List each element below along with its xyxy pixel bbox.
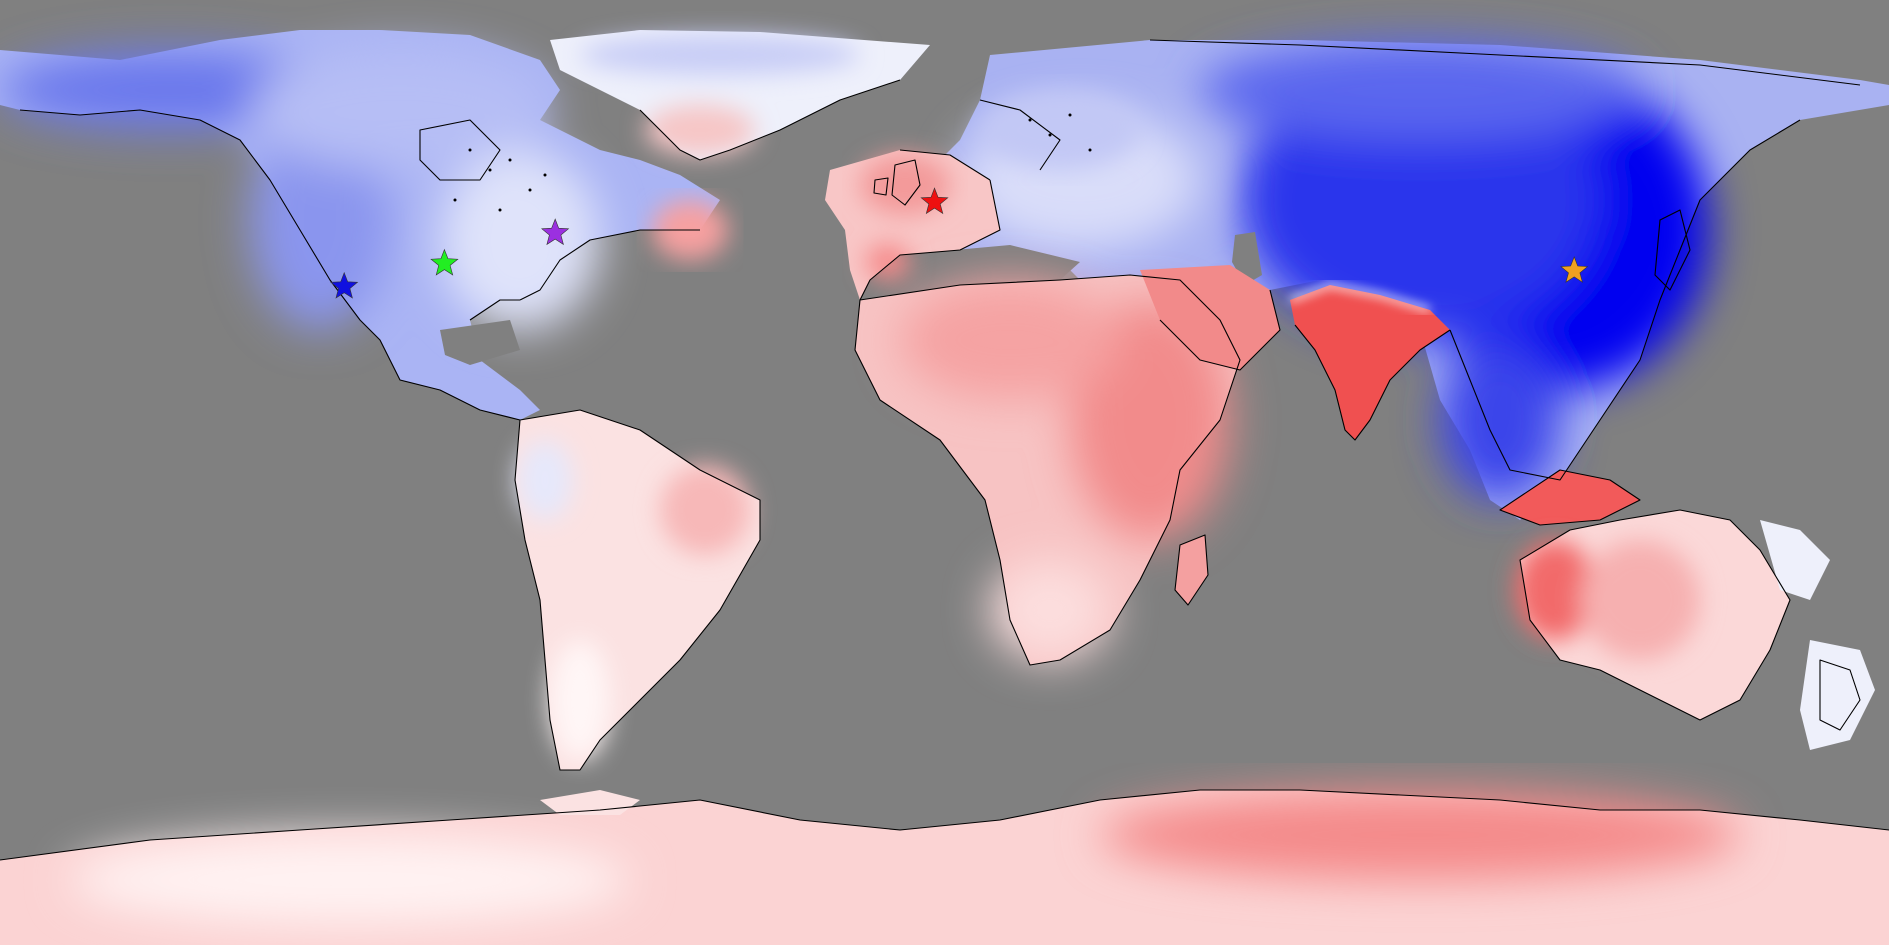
coast-greenland bbox=[639, 79, 901, 161]
lake-dot bbox=[508, 158, 512, 162]
sa-south-pale bbox=[550, 640, 610, 760]
na-canada-mid bbox=[250, 50, 550, 170]
coast-japan bbox=[1654, 209, 1691, 291]
sa-east-warm bbox=[660, 465, 750, 555]
antarctica-region bbox=[0, 790, 1889, 945]
coast-hudson-bay bbox=[419, 119, 501, 181]
india-fill bbox=[1290, 285, 1450, 440]
na-east-light bbox=[440, 150, 600, 330]
north-america-region bbox=[0, 30, 930, 420]
australia-west-warm bbox=[1515, 540, 1595, 640]
coastlines bbox=[0, 39, 1889, 861]
iberia-warm-spot bbox=[866, 244, 910, 280]
new-zealand-fill bbox=[1800, 640, 1875, 750]
mediterranean-sea bbox=[900, 245, 1080, 280]
coast-british-isles bbox=[873, 159, 921, 206]
orange-star-marker bbox=[1560, 256, 1589, 283]
madagascar-fill bbox=[1175, 535, 1208, 605]
lake-dot bbox=[1088, 148, 1092, 152]
coast-north-america bbox=[19, 109, 700, 421]
lake-dot bbox=[453, 198, 457, 202]
eurasia-region bbox=[880, 40, 1889, 520]
coast-australia bbox=[1519, 509, 1791, 721]
sahara-warm bbox=[900, 280, 1120, 400]
antarctica-west-pale bbox=[70, 835, 630, 925]
coast-india bbox=[1294, 324, 1451, 441]
lake-dot bbox=[543, 173, 547, 177]
coast-south-america bbox=[514, 409, 761, 771]
south-america-region bbox=[515, 410, 760, 770]
coast-new-zealand bbox=[1819, 659, 1861, 731]
coast-madagascar bbox=[1174, 534, 1209, 606]
australia-mid-warm bbox=[1580, 540, 1700, 660]
coast-siberia bbox=[1149, 39, 1861, 86]
lake-dot bbox=[528, 188, 532, 192]
africa-region bbox=[855, 265, 1450, 665]
coast-europe bbox=[859, 99, 1061, 301]
greenland-north-cool bbox=[580, 35, 860, 75]
markers-layer bbox=[330, 187, 1589, 299]
lake-dot bbox=[488, 168, 492, 172]
coast-africa bbox=[854, 274, 1241, 666]
coast-antarctica bbox=[0, 789, 1889, 861]
sa-north-cool-patch bbox=[517, 440, 573, 520]
antarctica-warm-core bbox=[1100, 790, 1740, 880]
lake-dot bbox=[1068, 113, 1072, 117]
lake-speckles bbox=[453, 113, 1092, 212]
blue-star-marker bbox=[330, 271, 359, 299]
siberia-cool bbox=[1200, 40, 1640, 140]
purple-star-marker bbox=[541, 218, 570, 246]
coast-indonesia bbox=[1499, 469, 1641, 526]
lake-dot bbox=[1048, 133, 1052, 137]
coast-east-asia bbox=[1449, 119, 1801, 481]
scandinavia-pale bbox=[980, 90, 1140, 170]
lake-dot bbox=[498, 208, 502, 212]
arabia-fill bbox=[1140, 265, 1280, 370]
gulf-of-mexico bbox=[440, 320, 520, 365]
western-europe-warm bbox=[825, 150, 1000, 300]
green-star-marker bbox=[430, 248, 459, 276]
coast-arabia bbox=[1159, 289, 1281, 371]
africa-south-pale bbox=[990, 560, 1110, 660]
greenland-south-warm bbox=[645, 105, 755, 155]
lake-dot bbox=[1028, 118, 1032, 122]
indonesia-warm-fill bbox=[1500, 470, 1640, 525]
red-star-marker bbox=[920, 187, 949, 215]
india-boundary-glow bbox=[1288, 281, 1431, 313]
lake-dot bbox=[468, 148, 472, 152]
australia-region bbox=[1500, 470, 1875, 750]
